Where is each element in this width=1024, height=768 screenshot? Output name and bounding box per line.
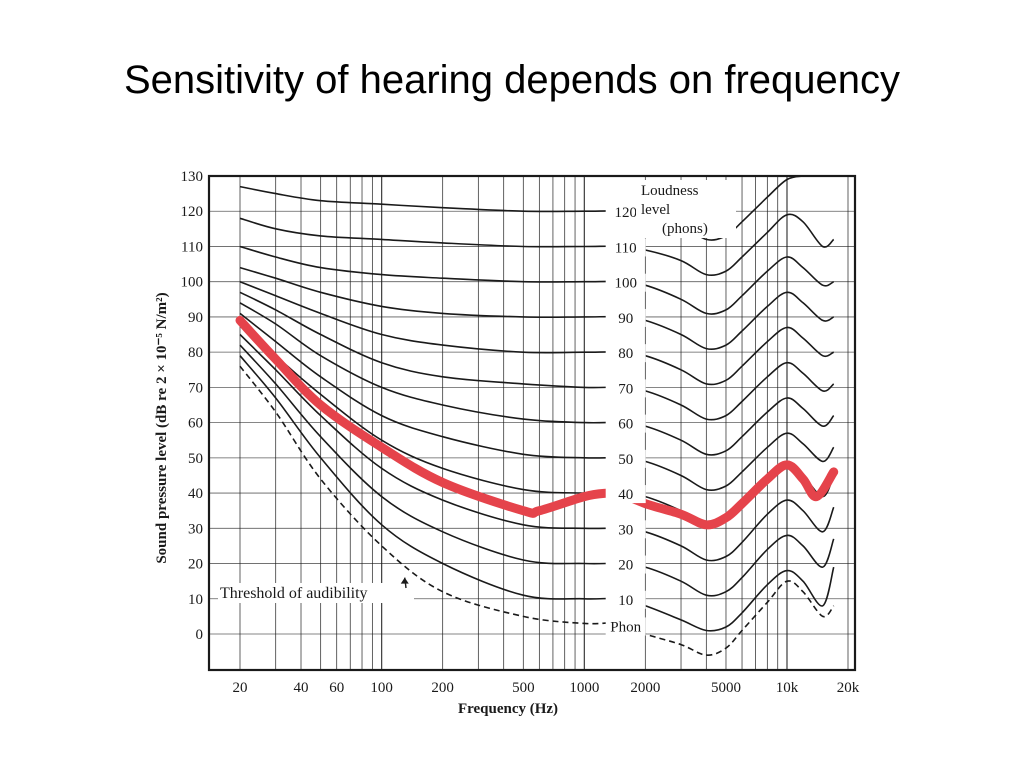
loudness-curve-80 [239, 280, 835, 386]
x-tick-label: 10k [776, 680, 799, 696]
x-tick-label: 60 [329, 680, 344, 696]
x-tick-label: 20 [233, 680, 248, 696]
curve-label-bg [605, 273, 646, 292]
annotation-arrowhead [400, 577, 409, 584]
loudness-curve-20 [239, 344, 835, 597]
curve-label-90: 90 [618, 311, 633, 327]
loudness-curve-10 [239, 355, 835, 632]
annotation-threshold-of-audibility: Threshold of audibility [220, 585, 368, 602]
curve-label-phon: Phon [610, 619, 641, 635]
chart-labels: Phon 10 20 30 40 50 60 70 80 90 100 110 120 0 10 20 30 40… [154, 169, 860, 717]
curve-label-40: 40 [618, 487, 633, 503]
curve-label-30: 30 [618, 522, 633, 538]
loudness-curve-100 [239, 245, 835, 315]
x-tick-label: 500 [512, 680, 535, 696]
curve-label-60: 60 [618, 417, 633, 433]
x-tick-label: 20k [837, 680, 860, 696]
curve-label-10: 10 [618, 593, 633, 609]
y-axis-title: Sound pressure level (dB re 2 × 10⁻⁵ N/m… [154, 292, 170, 563]
legend-bg [636, 180, 736, 238]
curve-label-bg [605, 617, 646, 636]
curve-label-bg [605, 449, 646, 468]
loudness-curve-90 [239, 266, 835, 351]
loudness-curve-110 [239, 213, 835, 277]
curve-label-bg [605, 203, 646, 222]
curve-label-bg [605, 238, 646, 257]
curve-label-bg [605, 520, 646, 539]
y-tick-label: 110 [181, 239, 203, 255]
legend-unit: (phons) [662, 221, 708, 237]
x-tick-label: 100 [370, 680, 393, 696]
curve-label-bg [605, 344, 646, 363]
y-tick-label: 130 [181, 169, 204, 185]
curve-label-bg [605, 590, 646, 609]
curve-label-120: 120 [614, 205, 637, 221]
legend-title-line2: level [641, 202, 670, 218]
loudness-curve-60 [239, 302, 835, 456]
y-tick-label: 30 [188, 521, 203, 537]
y-tick-label: 0 [196, 627, 204, 643]
x-axis-title: Frequency (Hz) [458, 701, 558, 717]
curve-label-bg [605, 414, 646, 433]
y-tick-label: 90 [188, 310, 203, 326]
slide-title: Sensitivity of hearing depends on freque… [123, 58, 901, 102]
curve-label-bg [605, 379, 646, 398]
y-tick-label: 120 [181, 204, 204, 220]
loudness-curve-phon [239, 365, 835, 656]
y-tick-label: 20 [188, 557, 203, 573]
curve-label-70: 70 [618, 381, 633, 397]
curve-label-20: 20 [618, 558, 633, 574]
legend-title-line1: Loudness [641, 183, 699, 199]
curve-label-bg [605, 485, 646, 504]
curve-label-110: 110 [615, 240, 637, 256]
curve-label-bg [605, 308, 646, 327]
y-tick-label: 50 [188, 451, 203, 467]
x-tick-label: 1000 [569, 680, 599, 696]
x-tick-label: 5000 [711, 680, 741, 696]
y-tick-label: 40 [188, 486, 203, 502]
loudness-curve-70 [239, 291, 835, 421]
annotation-bg [218, 583, 414, 603]
y-tick-label: 70 [188, 380, 203, 396]
y-tick-label: 100 [181, 275, 204, 291]
loudness-curve-30 [239, 333, 835, 562]
loudness-curve-50 [239, 312, 835, 491]
x-tick-label: 40 [294, 680, 309, 696]
y-tick-label: 10 [188, 592, 203, 608]
curve-label-80: 80 [618, 346, 633, 362]
y-tick-label: 80 [188, 345, 203, 361]
y-tick-label: 60 [188, 416, 203, 432]
curve-label-bg [605, 555, 646, 574]
curve-label-100: 100 [614, 276, 637, 292]
x-tick-label: 200 [431, 680, 454, 696]
curve-label-50: 50 [618, 452, 633, 468]
x-tick-label: 2000 [630, 680, 660, 696]
